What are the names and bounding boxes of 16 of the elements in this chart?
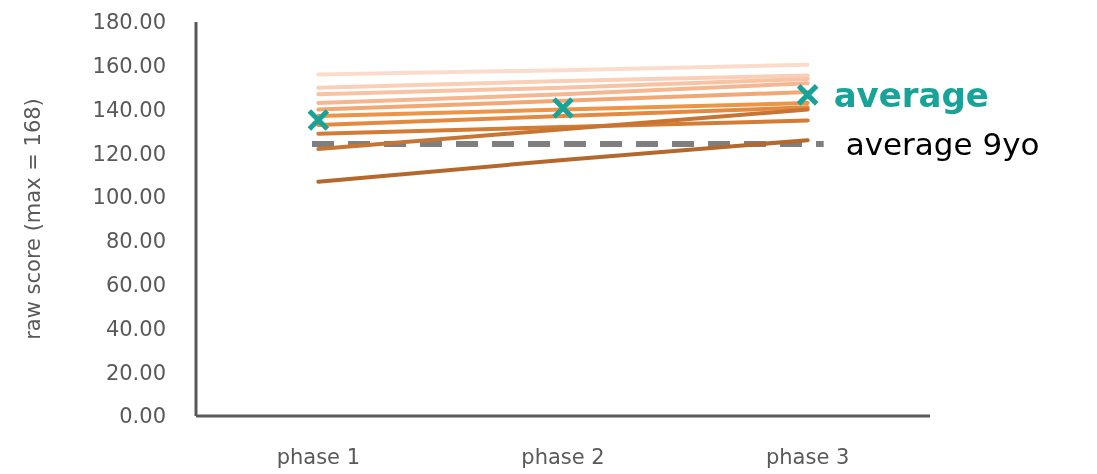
x-tick-label: phase 2 — [521, 445, 605, 469]
series-label: average — [833, 74, 989, 115]
y-tick-label: 100.00 — [92, 185, 166, 210]
x-tick-label: phase 3 — [765, 445, 850, 469]
y-tick-label: 0.00 — [119, 404, 166, 429]
y-tick-label: 140.00 — [92, 97, 166, 122]
ref-line-label: average 9yo — [845, 125, 1040, 162]
y-tick-label: 160.00 — [92, 54, 166, 79]
y-tick-label: 40.00 — [105, 316, 166, 341]
y-tick-label: 80.00 — [105, 229, 166, 254]
x-tick-label: phase 1 — [276, 445, 361, 469]
y-tick-label: 180.00 — [92, 10, 166, 35]
y-axis-title: raw score (max = 168) — [21, 98, 45, 340]
y-tick-label: 120.00 — [92, 141, 166, 166]
y-tick-label: 60.00 — [105, 273, 166, 298]
y-tick-label: 20.00 — [105, 360, 166, 385]
